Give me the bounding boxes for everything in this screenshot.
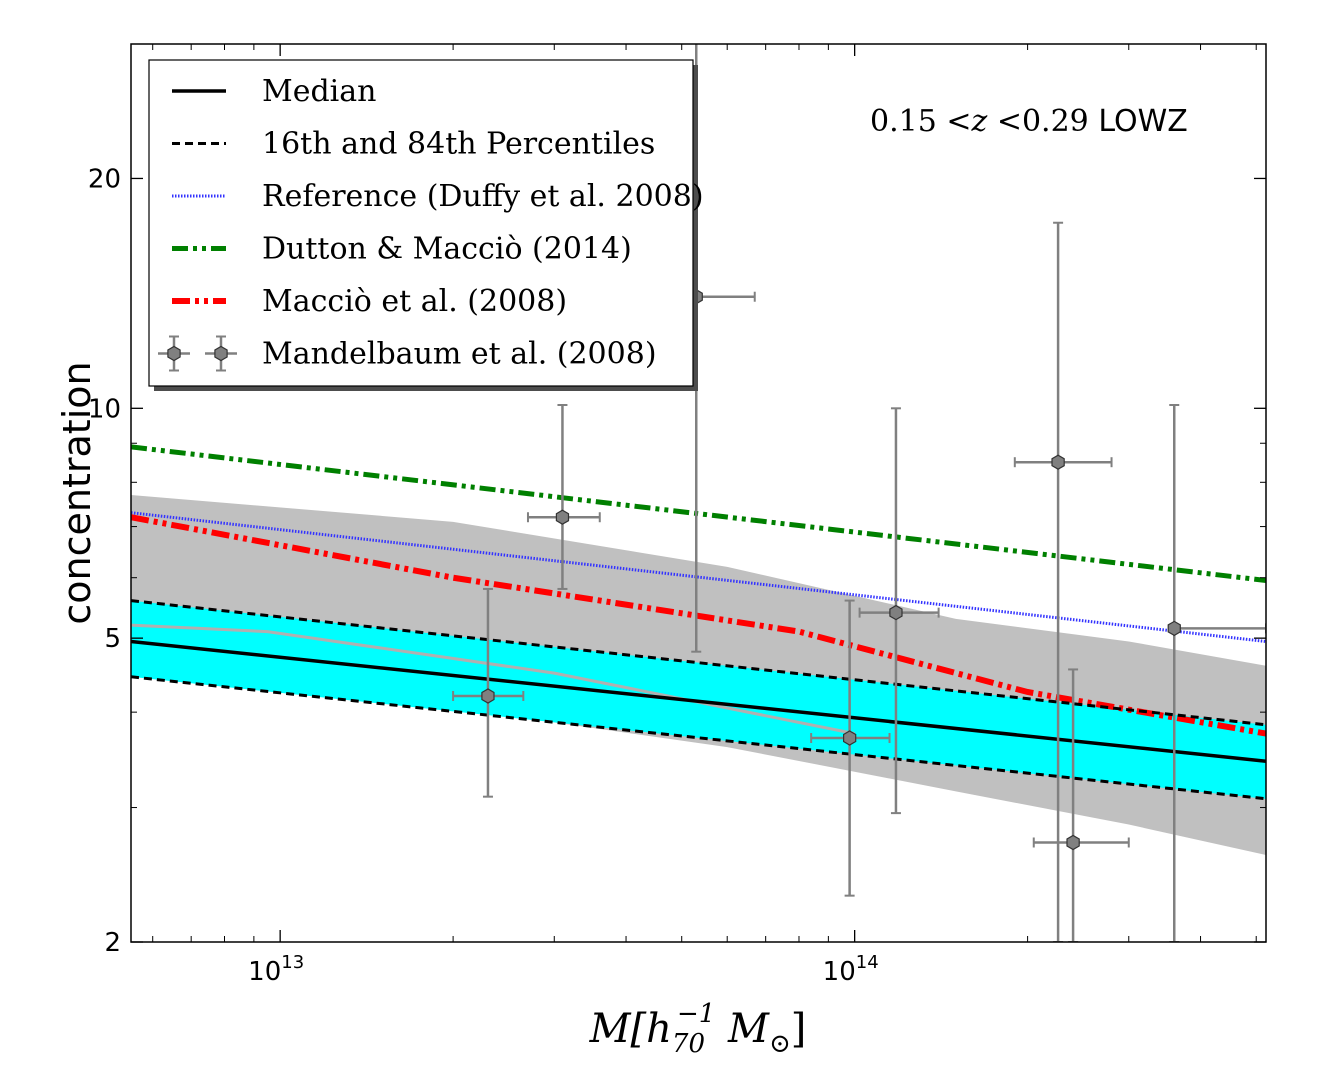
- y-axis-label: concentration: [55, 361, 99, 624]
- annotation-var: z: [970, 104, 987, 139]
- legend-label: Median: [262, 74, 376, 109]
- data-point-marker: [481, 688, 495, 704]
- mandelbaum-point: [1167, 404, 1266, 942]
- redshift-annotation: 0.15 <z <0.29 LOWZ: [870, 104, 1188, 139]
- mandelbaum-point: [810, 599, 891, 897]
- x-axis-label-main: M[h: [589, 1006, 672, 1052]
- data-point-marker: [555, 509, 570, 525]
- x-axis-label-close: ]: [791, 1006, 807, 1052]
- legend: Median 16th and 84th Percentiles Reference…: [148, 59, 704, 391]
- legend-entry: Dutton & Macciò (2014): [172, 232, 632, 267]
- mandelbaum-point: [858, 407, 940, 815]
- annotation-sample: LOWZ: [1098, 104, 1187, 139]
- legend-entry: Mandelbaum et al. (2008): [158, 335, 657, 372]
- percentile-84-line: [131, 599, 1266, 727]
- mandelbaum-point: [1032, 668, 1130, 942]
- legend-label: 16th and 84th Percentiles: [262, 127, 655, 162]
- x-tick-label: 1014: [823, 952, 879, 987]
- legend-box: [148, 59, 694, 387]
- data-point-marker: [842, 730, 857, 746]
- plot-area: [131, 44, 1266, 942]
- x-axis-label-sub2: ⊙: [769, 1029, 791, 1059]
- duffy-line: [131, 511, 1266, 643]
- legend-label: Dutton & Macciò (2014): [262, 232, 632, 267]
- x-axis-label-tail: M: [715, 1006, 770, 1052]
- annotation-math2: <0.29: [987, 104, 1098, 139]
- annotation-math: 0.15 <: [870, 104, 971, 139]
- y-tick-label: 10: [88, 394, 121, 424]
- data-point-marker: [1051, 454, 1065, 470]
- stacked-mean-line: [131, 623, 855, 736]
- x-axis-label: M[h70−1 M⊙]: [589, 999, 807, 1059]
- legend-marker: [167, 345, 181, 362]
- x-tick-label: 1013: [248, 952, 304, 987]
- data-point-marker: [1066, 834, 1080, 851]
- legend-label: Macciò et al. (2008): [262, 284, 567, 319]
- x-tick-exp: 14: [856, 952, 879, 973]
- x-tick-exp: 13: [281, 952, 304, 973]
- percentile-16-line: [131, 675, 1266, 801]
- legend-marker: [214, 345, 228, 362]
- x-tick-base: 10: [248, 957, 281, 987]
- legend-label: Mandelbaum et al. (2008): [262, 337, 657, 372]
- mandelbaum-point: [526, 404, 601, 590]
- x-axis-label-sub: 70: [672, 1029, 705, 1059]
- median-line: [131, 639, 1266, 763]
- data-point-marker: [1167, 620, 1181, 637]
- legend-entry: Median: [172, 74, 376, 109]
- y-tick-label: 20: [88, 164, 121, 194]
- plot-frame: [130, 43, 1267, 943]
- maccio-line: [131, 514, 1266, 737]
- x-axis-label-sup: −1: [677, 999, 715, 1029]
- y-tick-label: 5: [104, 624, 121, 654]
- mandelbaum-point: [452, 587, 525, 798]
- legend-entry: Macciò et al. (2008): [172, 284, 567, 319]
- legend-entry: 16th and 84th Percentiles: [172, 127, 655, 162]
- data-point-marker: [889, 604, 903, 621]
- x-tick-base: 10: [823, 957, 856, 987]
- legend-label: Reference (Duffy et al. 2008): [262, 179, 704, 214]
- mandelbaum-point: [1013, 221, 1113, 942]
- y-tick-label: 2: [104, 928, 121, 958]
- legend-entry: Reference (Duffy et al. 2008): [172, 179, 704, 214]
